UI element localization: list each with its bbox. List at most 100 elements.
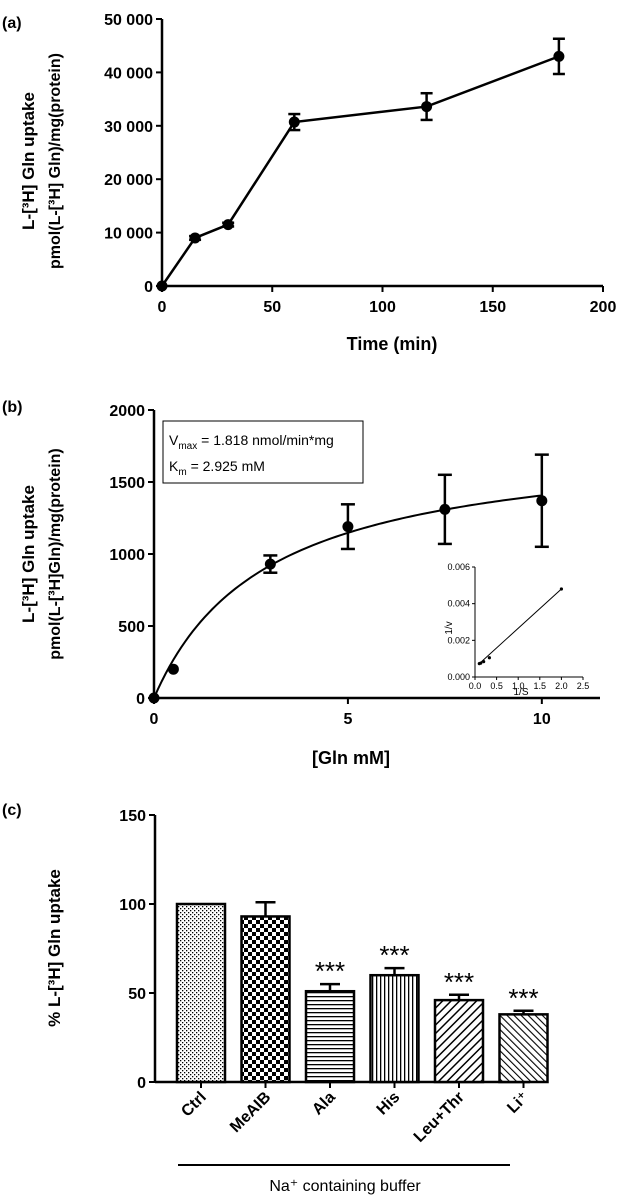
annotation-km: Km = 2.925 mM [169,458,265,478]
panel-b-point [439,503,451,515]
panel-a-y-tick-label: 50 000 [104,12,153,29]
panel-c-x-tick-label: Li⁺ [504,1089,532,1117]
inset-y-tick-label: 0.006 [447,562,470,572]
inset-ylabel: 1/v [444,621,455,634]
panel-a-y-tick-label: 40 000 [104,65,153,82]
panel-c-significance: *** [444,967,474,997]
inset-x-ticks: 0.0 0.5 1.0 1.5 2.0 2.5 [469,677,590,691]
panel-c-x-tick-label: MeAIB [227,1089,274,1136]
group-label: Na⁺ containing buffer [269,1178,421,1195]
annotation-box [162,420,364,484]
panel-b-ylabel-line1: L-[³H] Gln uptake [19,485,38,623]
inset-point [479,661,483,665]
panel-a-point [553,50,565,62]
panel-a-x-tick-label: 0 [158,299,167,316]
inset-x-tick-label: 1.0 [512,681,525,691]
panel-a: (a) L-[³H] Gln uptake pmol(L-[³H] Gln)/m… [2,12,616,354]
panel-a-x-tick-label: 150 [479,299,506,316]
panel-c-bar [498,1013,549,1084]
panel-c-bar [304,989,356,1084]
inset-axes [474,567,583,678]
panel-b-x-tick-label: 5 [343,711,352,728]
panel-c-bar [175,902,227,1084]
inset-y-tick-label: 0.002 [447,635,470,645]
panel-a-series-line [160,55,560,287]
inset-x-tick-label: 0.5 [490,681,503,691]
panel-c-y-tick-label: 150 [119,808,146,825]
panel-a-y-tick-label: 10 000 [104,226,153,243]
inset-y-tick-label: 0.004 [447,599,470,609]
inset-x-tick-label: 2.0 [555,681,568,691]
panel-a-xlabel: Time (min) [347,334,438,354]
panel-b-ylabel-line2: pmol(L-[³H]Gln)/mg(protein) [47,448,64,660]
panel-c-y-tick-label: 50 [128,986,146,1003]
inset-data [477,587,564,666]
panel-b-point [342,521,354,533]
panel-b-point [536,495,548,507]
panel-a-ylabel-line2: pmol(L-[³H] Gln)/mg(protein) [47,53,64,269]
panel-a-point [421,101,433,113]
panel-c-significance: *** [315,956,345,986]
panel-c-y-ticks: 0 50 100 150 [119,808,155,1092]
panel-a-x-ticks: 0 50 100 150 200 [158,286,617,316]
panel-b-y-ticks: 0 500 1000 1500 2000 [109,403,154,708]
panel-b-y-tick-label: 500 [118,619,145,636]
panel-a-point [156,280,168,292]
panel-b-annotation: Vmax = 1.818 nmol/min*mg Km = 2.925 mM [162,420,364,484]
inset-point [482,660,486,664]
panel-a-axes [160,19,603,288]
inset-y-tick-label: 0.000 [447,672,470,682]
panel-b-y-tick-label: 1000 [109,547,145,564]
panel-b-xlabel: [Gln mM] [312,748,390,768]
panel-a-point [189,232,201,244]
panel-b-ylabel: L-[³H] Gln uptake pmol(L-[³H]Gln)/mg(pro… [19,448,64,660]
panel-c-bar [240,915,291,1084]
panel-c-significance: *** [508,983,538,1013]
panel-b-y-tick-label: 1500 [109,475,145,492]
panel-a-x-tick-label: 100 [369,299,396,316]
panel-a-point [222,219,234,231]
panel-c-bar [433,998,485,1084]
panel-b-data [148,453,549,704]
panel-c-bars: *** *** *** *** [175,900,549,1084]
panel-b-y-tick-label: 0 [136,691,145,708]
panel-a-y-ticks: 0 10 000 20 000 30 000 40 000 50 000 [104,12,162,296]
panel-b-point [167,663,179,675]
inset-x-tick-label: 2.5 [577,681,590,691]
panel-a-y-tick-label: 0 [144,279,153,296]
panel-b: (b) L-[³H] Gln uptake pmol(L-[³H]Gln)/mg… [2,399,600,768]
inset-fit-line [478,588,562,664]
panel-a-y-tick-label: 30 000 [104,119,153,136]
panel-b-point [148,692,160,704]
panel-b-x-tick-label: 10 [533,711,551,728]
inset-x-tick-label: 0.0 [469,681,482,691]
annotation-vmax: Vmax = 1.818 nmol/min*mg [169,432,334,452]
panel-a-data [156,37,565,292]
panel-c-bar [369,973,420,1084]
panel-a-x-tick-label: 50 [263,299,281,316]
panel-c-x-tick-label: Leu+Thr [411,1089,468,1146]
panel-a-y-tick-label: 20 000 [104,172,153,189]
inset-y-ticks: 0.000 0.002 0.004 0.006 [447,562,475,682]
panel-c-significance: *** [379,940,409,970]
panel-a-ylabel-line1: L-[³H] Gln uptake [19,92,38,230]
panel-c-y-tick-label: 100 [119,897,146,914]
panel-c-x-tick-label: Ctrl [178,1089,210,1121]
panel-c-x-tick-label: Ala [309,1089,339,1119]
panel-b-y-tick-label: 2000 [109,403,145,420]
inset-point [487,656,491,660]
panel-c-y-tick-label: 0 [137,1075,146,1092]
panel-c-x-tick-label: His [374,1089,404,1119]
panel-c-x-ticks: Ctrl MeAIB Ala His Leu+Thr Li⁺ [178,1082,532,1146]
panel-b-label: (b) [2,399,22,416]
panel-a-x-tick-label: 200 [590,299,617,316]
panel-b-x-ticks: 0 5 10 [150,698,551,728]
panel-c-label: (c) [2,802,22,819]
panel-b-x-tick-label: 0 [150,711,159,728]
panel-a-ylabel: L-[³H] Gln uptake pmol(L-[³H] Gln)/mg(pr… [19,53,64,269]
panel-c-ylabel: % L-[³H] Gln uptake [45,869,64,1027]
panel-a-point [288,116,300,128]
